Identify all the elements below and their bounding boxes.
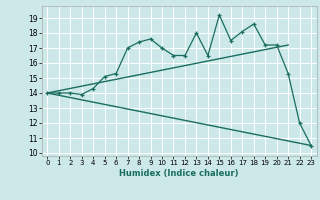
- X-axis label: Humidex (Indice chaleur): Humidex (Indice chaleur): [119, 169, 239, 178]
